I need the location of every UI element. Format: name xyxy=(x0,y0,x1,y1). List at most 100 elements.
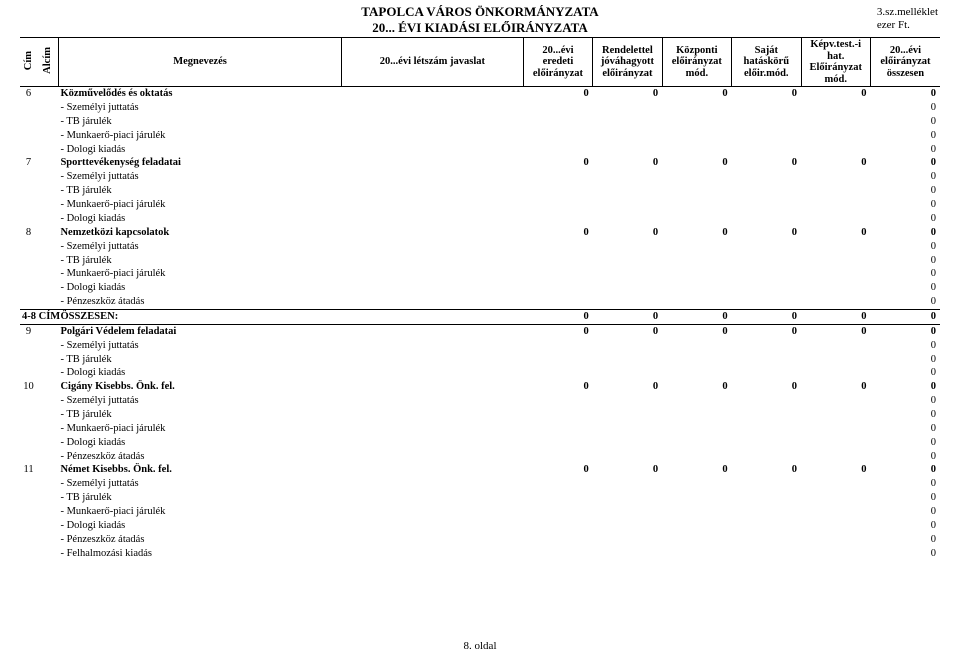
value-cell: 0 xyxy=(870,87,940,101)
value-cell xyxy=(662,240,731,254)
value-cell: 0 xyxy=(523,380,592,394)
value-cell xyxy=(732,533,801,547)
value-cell: 0 xyxy=(523,156,592,170)
letszam-cell xyxy=(395,422,459,436)
table-row: - Munkaerő-piaci járulék0 xyxy=(20,505,940,519)
row-index xyxy=(20,212,37,226)
letszam-cell xyxy=(395,463,459,477)
col-megnevezes: Megnevezés xyxy=(58,38,341,87)
value-cell: 0 xyxy=(870,309,940,324)
title-line2: 20... ÉVI KIADÁSI ELŐIRÁNYZATA xyxy=(0,20,960,36)
letszam-cell xyxy=(459,212,523,226)
col-rendelettel: Rendelettel jóváhagyott előirányzat xyxy=(593,38,662,87)
value-cell xyxy=(662,129,731,143)
value-cell xyxy=(523,101,592,115)
row-label: - Személyi juttatás xyxy=(58,240,341,254)
value-cell xyxy=(523,394,592,408)
col-alcim: Alcím xyxy=(37,38,58,87)
row-label: - Dologi kiadás xyxy=(58,519,341,533)
row-subindex xyxy=(37,143,58,157)
letszam-cell xyxy=(342,463,395,477)
table-body: 6Közművelődés és oktatás000000- Személyi… xyxy=(20,87,940,561)
value-cell xyxy=(593,450,662,464)
row-label: - TB járulék xyxy=(58,184,341,198)
table-row: 11Német Kisebbs. Önk. fel.000000 xyxy=(20,463,940,477)
value-cell xyxy=(523,198,592,212)
table-row: - TB járulék0 xyxy=(20,353,940,367)
value-cell: 0 xyxy=(870,380,940,394)
row-subindex xyxy=(37,450,58,464)
letszam-cell xyxy=(395,309,459,324)
row-label: - Dologi kiadás xyxy=(58,212,341,226)
value-cell xyxy=(523,408,592,422)
letszam-cell xyxy=(459,143,523,157)
letszam-cell xyxy=(342,505,395,519)
row-index xyxy=(20,198,37,212)
value-cell xyxy=(732,408,801,422)
row-label: - Munkaerő-piaci járulék xyxy=(58,422,341,436)
value-cell: 0 xyxy=(870,394,940,408)
value-cell: 0 xyxy=(662,309,731,324)
value-cell: 0 xyxy=(870,212,940,226)
letszam-cell xyxy=(342,254,395,268)
row-index xyxy=(20,422,37,436)
value-cell xyxy=(801,198,870,212)
letszam-cell xyxy=(395,339,459,353)
letszam-cell xyxy=(395,491,459,505)
value-cell xyxy=(593,547,662,561)
value-cell xyxy=(801,366,870,380)
table-row: - Dologi kiadás0 xyxy=(20,519,940,533)
value-cell xyxy=(662,408,731,422)
value-cell xyxy=(662,366,731,380)
row-index xyxy=(20,267,37,281)
letszam-cell xyxy=(342,533,395,547)
letszam-cell xyxy=(459,491,523,505)
value-cell: 0 xyxy=(801,87,870,101)
value-cell: 0 xyxy=(523,226,592,240)
value-cell xyxy=(593,115,662,129)
value-cell xyxy=(732,129,801,143)
value-cell xyxy=(801,101,870,115)
row-label: - TB járulék xyxy=(58,115,341,129)
table-row: 7Sporttevékenység feladatai000000 xyxy=(20,156,940,170)
value-cell xyxy=(662,394,731,408)
row-subindex xyxy=(37,267,58,281)
letszam-cell xyxy=(342,408,395,422)
letszam-cell xyxy=(342,212,395,226)
value-cell xyxy=(523,533,592,547)
value-cell xyxy=(523,339,592,353)
letszam-cell xyxy=(395,533,459,547)
value-cell xyxy=(732,394,801,408)
value-cell: 0 xyxy=(870,226,940,240)
table-row: 8Nemzetközi kapcsolatok000000 xyxy=(20,226,940,240)
value-cell xyxy=(593,477,662,491)
row-index xyxy=(20,281,37,295)
value-cell xyxy=(523,477,592,491)
letszam-cell xyxy=(459,115,523,129)
row-index xyxy=(20,450,37,464)
value-cell xyxy=(801,170,870,184)
row-label: - Munkaerő-piaci járulék xyxy=(58,129,341,143)
table-row: 4-8 CÍMÖSSZESEN:000000 xyxy=(20,309,940,324)
value-cell: 0 xyxy=(523,87,592,101)
letszam-cell xyxy=(459,170,523,184)
page: TAPOLCA VÁROS ÖNKORMÁNYZATA 20... ÉVI KI… xyxy=(0,0,960,658)
value-cell xyxy=(593,184,662,198)
value-cell xyxy=(732,295,801,309)
row-subindex xyxy=(37,129,58,143)
value-cell: 0 xyxy=(870,267,940,281)
row-label: Közművelődés és oktatás xyxy=(58,87,341,101)
col-osszesen: 20...évi előirányzat összesen xyxy=(870,38,940,87)
value-cell: 0 xyxy=(870,436,940,450)
value-cell xyxy=(801,353,870,367)
value-cell: 0 xyxy=(870,184,940,198)
value-cell xyxy=(801,519,870,533)
row-label: - TB járulék xyxy=(58,353,341,367)
value-cell xyxy=(662,422,731,436)
row-label: - Személyi juttatás xyxy=(58,101,341,115)
value-cell: 0 xyxy=(593,463,662,477)
value-cell: 0 xyxy=(801,309,870,324)
row-index xyxy=(20,143,37,157)
row-subindex xyxy=(37,240,58,254)
value-cell xyxy=(732,101,801,115)
